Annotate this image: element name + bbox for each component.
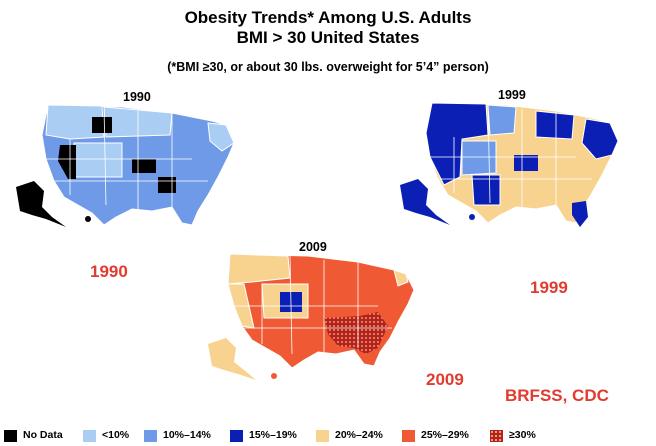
hawaii-2009 <box>271 373 277 379</box>
legend-swatch <box>144 430 157 442</box>
region-mountain-1990 <box>73 142 123 178</box>
state-lines-2009 <box>234 255 392 355</box>
map-1990-label: 1990 <box>123 90 151 104</box>
legend-label: 25%–29% <box>421 429 469 441</box>
legend: No Data <10% 10%–14% 15%–19% 20%–24% 25%… <box>4 428 656 444</box>
legend-swatch <box>490 430 503 442</box>
region-midwest-1999 <box>535 110 575 140</box>
year-label-2009: 2009 <box>426 370 464 389</box>
region-northeast-1990 <box>207 122 235 152</box>
legend-label: <10% <box>102 429 130 441</box>
state-kansas-1990 <box>132 159 156 173</box>
region-north-1999 <box>487 104 517 136</box>
map-2009 <box>208 253 415 380</box>
region-northwest-1990 <box>45 104 105 140</box>
legend-label: ≥30% <box>509 429 536 441</box>
alaska-1990 <box>16 181 66 227</box>
map-1999 <box>400 102 619 227</box>
region-northeast-1999 <box>581 118 619 160</box>
state-kansas-1999 <box>514 155 538 171</box>
state-florida-1999 <box>572 201 588 227</box>
year-label-1999: 1999 <box>530 278 568 297</box>
map-2009-label: 2009 <box>299 240 327 254</box>
state-lines-1999 <box>430 104 592 209</box>
region-mountain-1999 <box>461 140 497 176</box>
map-1990 <box>16 104 235 227</box>
legend-swatch <box>4 430 17 442</box>
source-label: BRFSS, CDC <box>505 386 609 405</box>
title-line-2: BMI > 30 United States <box>236 28 420 47</box>
legend-swatch <box>83 430 96 442</box>
state-wyoming-1990 <box>92 117 112 133</box>
title-note: (*BMI ≥30, or about 30 lbs. overweight f… <box>167 60 489 74</box>
legend-label: 15%–19% <box>249 429 297 441</box>
region-south-obese-2009 <box>324 312 388 354</box>
legend-swatch <box>402 430 415 442</box>
region-northeast-2009 <box>393 269 409 287</box>
state-lines-1990 <box>46 106 208 211</box>
title-line-1: Obesity Trends* Among U.S. Adults <box>184 8 472 27</box>
legend-label: 10%–14% <box>163 429 211 441</box>
region-newmexico-1999 <box>471 174 501 206</box>
region-west-1999 <box>425 102 489 186</box>
hawaii-1990 <box>85 216 91 222</box>
legend-label: No Data <box>23 429 63 441</box>
hawaii-1999 <box>469 214 475 220</box>
legend-swatch <box>316 430 329 442</box>
legend-label: 20%–24% <box>335 429 383 441</box>
map-1999-label: 1999 <box>498 88 526 102</box>
state-arkansas-1990 <box>158 177 176 193</box>
legend-swatch <box>230 430 243 442</box>
state-nevada-1990 <box>58 145 76 179</box>
alaska-2009 <box>208 338 256 380</box>
alaska-1999 <box>400 179 450 225</box>
year-label-1990: 1990 <box>90 262 128 281</box>
region-northwest-2009 <box>227 253 291 285</box>
